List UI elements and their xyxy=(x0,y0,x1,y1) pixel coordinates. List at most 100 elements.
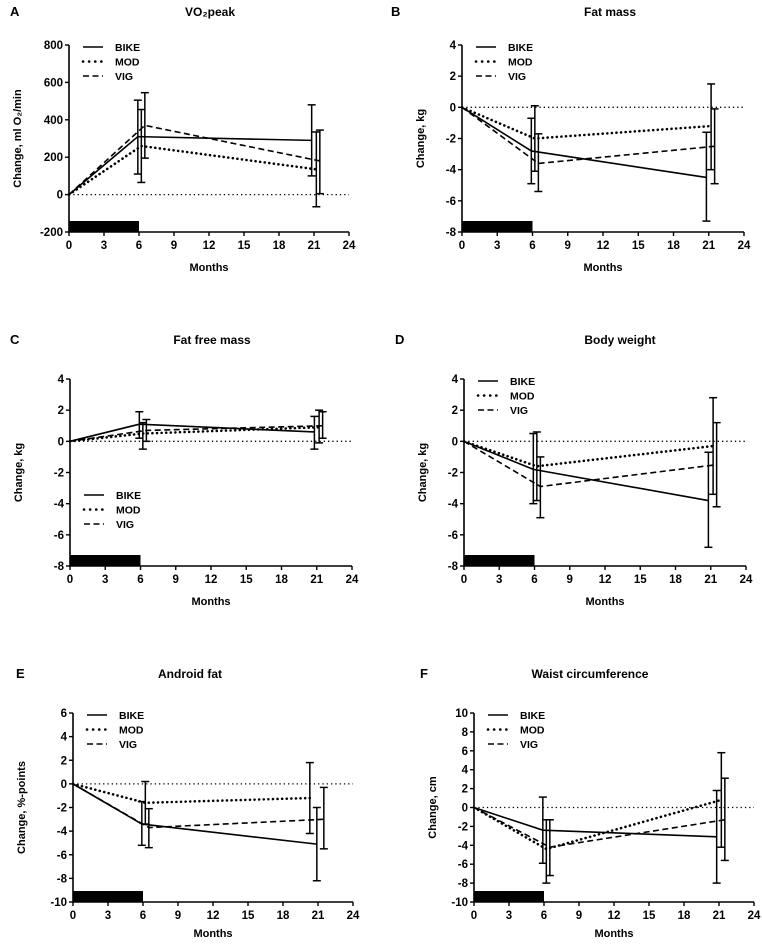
y-tick-label: 0 xyxy=(58,436,64,448)
y-tick-label: -10 xyxy=(451,897,468,909)
y-tick-label: -4 xyxy=(448,499,459,511)
y-axis-label: Change, kg xyxy=(417,443,429,502)
y-tick-label: -2 xyxy=(458,821,468,833)
legend-label: VIG xyxy=(508,71,526,83)
error-bar xyxy=(137,108,146,184)
panel-letter: D xyxy=(395,332,404,347)
series-mod xyxy=(462,396,718,502)
error-bar xyxy=(138,421,147,450)
error-bar xyxy=(538,796,547,865)
y-tick-label: -6 xyxy=(448,530,458,542)
legend-item-bike: BIKE xyxy=(84,490,141,502)
x-tick-label: 0 xyxy=(67,574,73,586)
series-line xyxy=(461,106,707,179)
legend-item-vig: VIG xyxy=(83,71,133,83)
intervention-period-bar xyxy=(462,221,533,232)
x-tick-label: 21 xyxy=(308,240,321,252)
y-tick-label: -6 xyxy=(54,530,64,542)
x-tick-label: 18 xyxy=(277,910,290,922)
x-tick-label: 15 xyxy=(643,910,656,922)
series-vig xyxy=(463,421,721,519)
y-tick-label: 8 xyxy=(462,727,469,739)
y-tick-label: 2 xyxy=(58,405,64,417)
legend-label: MOD xyxy=(510,391,535,403)
x-tick-label: 6 xyxy=(541,910,547,922)
legend-label: MOD xyxy=(520,725,545,737)
y-tick-label: 0 xyxy=(450,102,456,114)
y-tick-label: 2 xyxy=(61,755,67,767)
panel-letter: B xyxy=(391,4,400,19)
y-tick-label: -8 xyxy=(57,873,68,885)
x-tick-label: 12 xyxy=(597,240,610,252)
y-tick-label: 4 xyxy=(61,732,68,744)
panel-letter: C xyxy=(10,332,20,347)
x-tick-label: 12 xyxy=(599,574,612,586)
error-bar xyxy=(319,786,328,850)
legend-item-vig: VIG xyxy=(84,519,134,531)
x-tick-label: 12 xyxy=(205,574,218,586)
series-line xyxy=(460,106,713,140)
x-tick-label: 9 xyxy=(565,240,571,252)
x-axis-label: Months xyxy=(191,596,230,608)
legend-item-vig: VIG xyxy=(87,739,137,751)
y-tick-label: -4 xyxy=(54,499,65,511)
y-tick-label: -4 xyxy=(57,826,68,838)
x-tick-label: 15 xyxy=(242,910,255,922)
x-tick-label: 21 xyxy=(310,574,323,586)
series-vig xyxy=(72,783,328,850)
x-tick-label: 9 xyxy=(567,574,573,586)
y-axis-label: Change, %-points xyxy=(16,761,28,854)
error-bar xyxy=(307,104,316,177)
chart-title: Fat mass xyxy=(584,5,636,19)
series-mod xyxy=(460,83,716,172)
legend-item-bike: BIKE xyxy=(478,376,535,388)
legend-item-mod: MOD xyxy=(82,505,141,517)
y-tick-label: -6 xyxy=(57,850,67,862)
legend-label: MOD xyxy=(119,725,144,737)
x-tick-label: 0 xyxy=(459,240,465,252)
y-tick-label: -2 xyxy=(446,134,456,146)
x-tick-label: 18 xyxy=(678,910,691,922)
error-bar xyxy=(310,415,319,450)
error-bar xyxy=(527,117,536,185)
legend-label: MOD xyxy=(115,57,140,69)
x-tick-label: 18 xyxy=(275,574,288,586)
x-tick-label: 21 xyxy=(713,910,726,922)
x-tick-label: 15 xyxy=(634,574,647,586)
y-tick-label: -6 xyxy=(446,196,456,208)
x-axis-label: Months xyxy=(189,262,228,274)
y-axis-label: Change, ml O₂/min xyxy=(12,89,24,188)
x-tick-label: 21 xyxy=(312,910,325,922)
x-tick-label: 12 xyxy=(203,240,216,252)
x-axis-label: Months xyxy=(594,928,633,940)
legend-label: BIKE xyxy=(115,42,140,54)
panel-letter: F xyxy=(420,666,428,681)
x-tick-label: 6 xyxy=(531,574,537,586)
series-line xyxy=(473,806,717,838)
y-tick-label: -2 xyxy=(57,803,67,815)
y-tick-label: 400 xyxy=(44,115,63,127)
chart-title: Waist circumference xyxy=(532,667,649,681)
y-tick-label: -8 xyxy=(458,878,469,890)
y-tick-label: 0 xyxy=(61,779,67,791)
x-tick-label: 9 xyxy=(173,574,179,586)
chart-title: Android fat xyxy=(158,667,222,681)
legend-item-bike: BIKE xyxy=(87,710,144,722)
y-tick-label: 600 xyxy=(44,77,63,89)
error-bar xyxy=(709,396,718,496)
y-tick-label: 2 xyxy=(462,784,468,796)
x-axis-label: Months xyxy=(583,262,622,274)
x-tick-label: 0 xyxy=(66,240,72,252)
y-tick-label: -200 xyxy=(40,227,63,239)
y-tick-label: 0 xyxy=(462,803,468,815)
y-tick-label: -2 xyxy=(448,468,458,480)
x-tick-label: 15 xyxy=(238,240,251,252)
series-mod xyxy=(71,761,314,835)
x-tick-label: 3 xyxy=(102,574,108,586)
x-tick-label: 3 xyxy=(105,910,111,922)
y-tick-label: 6 xyxy=(61,708,67,720)
x-tick-label: 3 xyxy=(496,574,502,586)
